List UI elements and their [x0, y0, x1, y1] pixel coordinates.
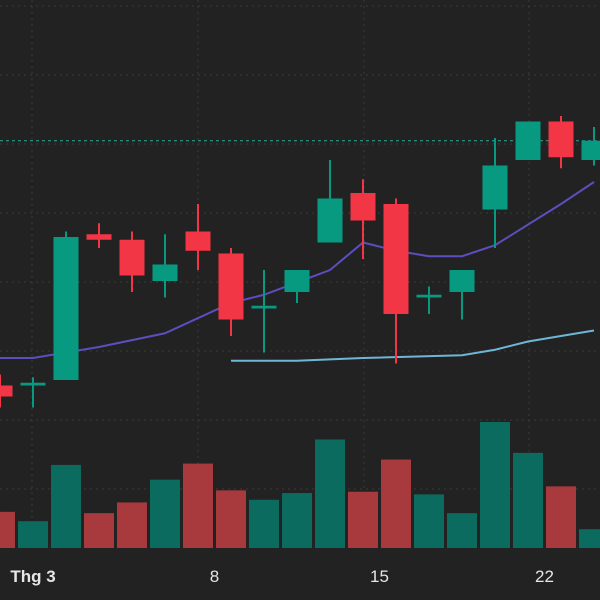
- candle-body: [119, 239, 145, 276]
- candle: [218, 248, 244, 336]
- volume-bar: [84, 513, 114, 548]
- candle: [449, 270, 475, 320]
- candle: [152, 234, 178, 298]
- candle: [581, 127, 600, 166]
- candle: [515, 121, 541, 160]
- volume-bar: [183, 463, 213, 548]
- volume-bar: [117, 502, 147, 548]
- ma-long-line: [231, 329, 595, 362]
- volume-bar: [216, 490, 246, 548]
- volume-bar: [51, 464, 81, 548]
- volume-bar: [249, 499, 279, 548]
- candle-body: [185, 231, 211, 251]
- candle-body: [449, 270, 475, 292]
- candle: [251, 270, 277, 353]
- candle: [317, 160, 343, 243]
- candle-body: [383, 204, 409, 314]
- candle-body: [53, 237, 79, 380]
- x-tick-label: 15: [370, 567, 389, 586]
- candle-body: [317, 198, 343, 243]
- volume-bar: [579, 529, 600, 548]
- moving-averages: [0, 181, 595, 362]
- x-tick-label: Thg 3: [10, 567, 55, 586]
- candle-body: [0, 385, 13, 397]
- volume-bar: [447, 513, 477, 548]
- candle-body: [350, 193, 376, 221]
- x-axis: Thg 3 8 15 22: [10, 567, 554, 586]
- volume-bar: [414, 494, 444, 548]
- ma-short-line: [0, 181, 595, 359]
- volume-bar: [18, 521, 48, 548]
- volume-bar: [513, 452, 543, 548]
- candle: [383, 198, 409, 364]
- candle: [350, 179, 376, 259]
- volume-bar: [381, 459, 411, 548]
- candle-body: [152, 264, 178, 281]
- candle: [185, 204, 211, 270]
- volume-bar: [480, 422, 510, 548]
- candle-body: [581, 140, 600, 160]
- volume-bar: [315, 439, 345, 548]
- x-tick-label: 8: [210, 567, 219, 586]
- candle: [86, 223, 112, 248]
- candle: [482, 138, 508, 248]
- candle-body: [251, 305, 277, 309]
- volume-bar: [150, 479, 180, 548]
- candle-body: [416, 294, 442, 298]
- volume-bar: [282, 493, 312, 548]
- volume-bar: [546, 486, 576, 548]
- candle: [548, 116, 574, 169]
- x-tick-label: 22: [535, 567, 554, 586]
- grid-lines: [0, 0, 600, 548]
- candle: [0, 374, 13, 408]
- candle: [20, 377, 46, 408]
- volume-bar: [348, 491, 378, 548]
- candle: [416, 286, 442, 314]
- volume-bars: [0, 422, 600, 548]
- candles: [0, 116, 600, 408]
- candle: [53, 231, 79, 380]
- candle-body: [86, 234, 112, 240]
- candle-body: [482, 165, 508, 210]
- candle-body: [284, 270, 310, 292]
- volume-bar: [0, 511, 15, 548]
- candle-body: [218, 253, 244, 320]
- candle-body: [20, 382, 46, 386]
- candle-body: [548, 121, 574, 158]
- candle: [119, 231, 145, 292]
- candle: [284, 270, 310, 303]
- candle-body: [515, 121, 541, 160]
